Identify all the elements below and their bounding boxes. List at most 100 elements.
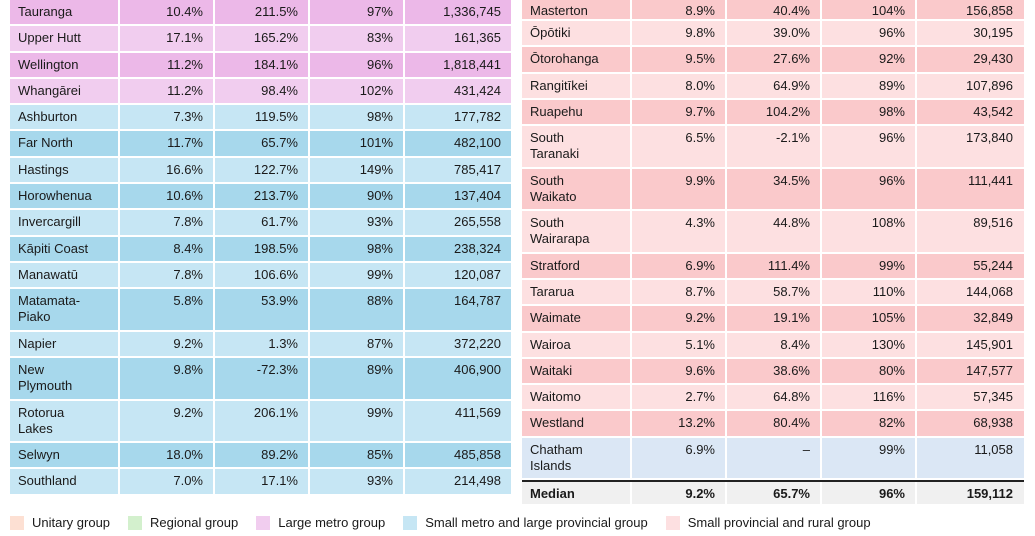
council-name: Kāpiti Coast [10,236,120,261]
table-row: Westland 13.2% 80.4% 82% 68,938 [522,411,1024,438]
table-row: Waitomo 2.7% 64.8% 116% 57,345 [522,385,1024,412]
table-row: Ashburton 7.3% 119.5% 98% 177,782 [10,105,511,132]
value-cell-2: 111.4% [727,253,822,278]
value-cell-4: 57,345 [973,389,1013,405]
value-cell-1: 8.0% [632,73,727,98]
legend-label: Large metro group [278,515,386,530]
value-cell-3: 101% [310,131,405,156]
value-cell-3: 98% [822,99,917,125]
legend-item: Small provincial and rural group [665,515,871,530]
value-cell-4: 137,404 [454,188,501,204]
value-cell-1: 8.7% [632,279,727,305]
council-name: Selwyn [10,443,120,468]
table-row: Hastings 16.6% 122.7% 149% 785,417 [10,157,511,185]
value-cell-2: 64.9% [727,73,822,98]
value-cell-1: 5.1% [632,332,727,357]
value-cell-1: 5.8% [120,289,215,330]
value-cell-3: 93% [310,210,405,235]
value-cell-4: 164,787 [454,293,501,309]
value-cell-4: 161,365 [454,30,501,46]
value-cell-2: 211.5% [215,0,310,25]
value-cell-1: 17.1% [120,26,215,51]
value-cell-4: 177,782 [454,109,501,125]
value-cell-3: 96% [822,126,917,167]
value-cell-4: 68,938 [973,415,1013,431]
table-row: Horowhenua 10.6% 213.7% 90% 137,404 [10,184,511,211]
value-cell-3: 89% [822,73,917,98]
value-cell-1: 6.9% [632,437,727,479]
group-legend: Unitary group Regional group Large metro g… [10,515,889,530]
council-name: Masterton [522,0,632,23]
council-name: Whangārei [10,78,120,104]
legend-swatch [10,515,24,530]
value-cell-2: 165.2% [215,26,310,51]
value-cell-3: 98% [310,236,405,261]
council-name: Rangitīkei [522,73,632,98]
table-row: Manawatū 7.8% 106.6% 99% 120,087 [10,262,511,290]
value-cell-2: 1.3% [215,331,310,357]
value-cell-2: 27.6% [727,47,822,72]
value-cell-2: 19.1% [727,306,822,331]
value-cell-4: 89,516 [973,215,1013,231]
value-cell-2: 17.1% [215,469,310,494]
council-name: Stratford [522,253,632,278]
value-cell-3: 149% [310,157,405,183]
value-cell-4: 32,849 [973,310,1013,326]
median-value-2: 65.7% [727,482,822,505]
value-cell-2: 53.9% [215,289,310,330]
legend-swatch [665,515,680,530]
value-cell-4: 411,569 [454,404,501,420]
council-name: Chatham Islands [522,437,632,479]
value-cell-1: 18.0% [120,443,215,468]
value-cell-2: 40.4% [727,0,822,23]
value-cell-4: 11,058 [974,441,1013,457]
left-council-table: Tauranga 10.4% 211.5% 97% 1,336,745 Upper Hut… [10,0,511,496]
value-cell-1: 9.5% [632,47,727,72]
value-cell-1: 9.8% [120,358,215,399]
table-row: Wairoa 5.1% 8.4% 130% 145,901 [522,332,1024,359]
value-cell-4: 145,901 [966,336,1013,352]
council-name: Wellington [10,52,120,77]
council-name: South Taranaki [522,126,632,167]
value-cell-1: 9.6% [632,358,727,384]
council-name: Ruapehu [522,99,632,125]
value-cell-3: 104% [822,0,917,23]
value-cell-1: 9.8% [632,21,727,46]
table-row: Selwyn 18.0% 89.2% 85% 485,858 [10,443,511,470]
value-cell-1: 10.6% [120,184,215,209]
value-cell-1: 8.9% [632,0,727,23]
median-value-3: 96% [822,482,917,505]
value-cell-3: 108% [822,211,917,252]
council-name: Ōpōtiki [522,21,632,46]
council-name: Tauranga [10,0,120,25]
value-cell-4: 238,324 [454,240,501,256]
value-cell-2: 34.5% [727,168,822,210]
value-cell-3: 88% [310,289,405,330]
table-row: Whangārei 11.2% 98.4% 102% 431,424 [10,78,511,106]
value-cell-3: 96% [310,52,405,77]
council-name: Wairoa [522,332,632,357]
right-council-table: Masterton 8.9% 40.4% 104% 156,858 Ōpōtiki 9.8%… [522,0,1024,507]
value-cell-4: 372,220 [454,335,501,351]
value-cell-3: 87% [310,331,405,357]
value-cell-4: 144,068 [966,283,1013,299]
value-cell-2: 8.4% [727,332,822,357]
value-cell-3: 98% [310,105,405,130]
value-cell-4: 265,558 [454,214,501,230]
value-cell-2: 119.5% [215,105,310,130]
value-cell-4: 120,087 [454,266,501,282]
council-name: Hastings [10,157,120,183]
value-cell-2: 106.6% [215,262,310,288]
value-cell-4: 107,896 [966,77,1013,93]
council-name: New Plymouth [10,358,120,399]
table-row: Upper Hutt 17.1% 165.2% 83% 161,365 [10,26,511,53]
value-cell-1: 6.5% [632,126,727,167]
value-cell-2: 184.1% [215,52,310,77]
legend-item: Regional group [128,515,238,530]
value-cell-1: 7.3% [120,105,215,130]
value-cell-1: 2.7% [632,385,727,410]
table-row: Rotorua Lakes 9.2% 206.1% 99% 411,569 [10,400,511,444]
value-cell-1: 4.3% [632,211,727,252]
table-row: Rangitīkei 8.0% 64.9% 89% 107,896 [522,73,1024,100]
table-row: Waimate 9.2% 19.1% 105% 32,849 [522,306,1024,333]
